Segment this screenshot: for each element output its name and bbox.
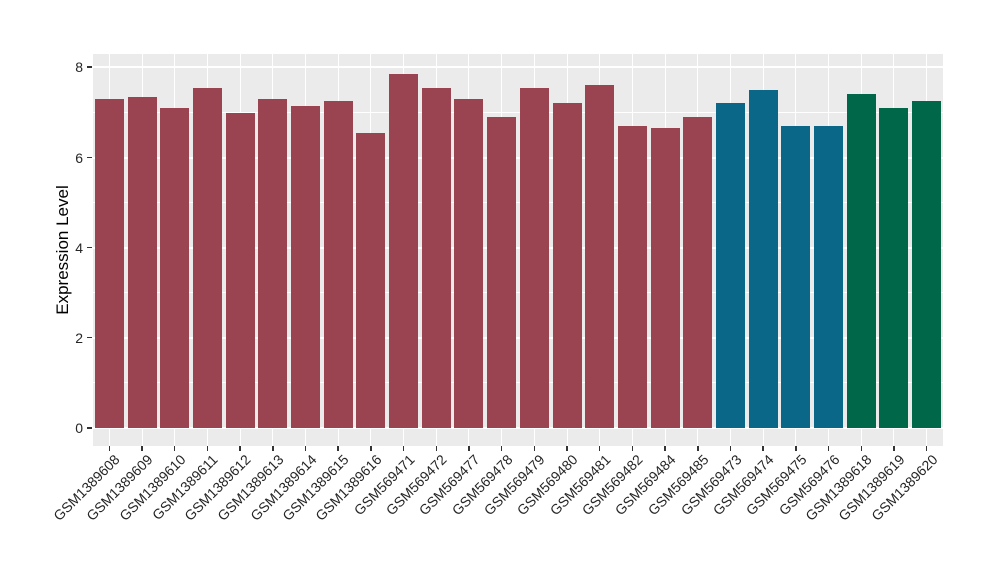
x-tick-mark xyxy=(697,446,699,451)
x-tick-mark xyxy=(664,446,666,451)
bar xyxy=(487,117,517,428)
bar xyxy=(617,126,647,428)
minor-gridline xyxy=(93,382,943,384)
x-tick-mark xyxy=(337,446,339,451)
x-tick-mark xyxy=(108,446,111,451)
bar xyxy=(683,117,713,428)
bar xyxy=(389,74,419,428)
x-tick-mark xyxy=(141,446,143,451)
y-tick-label: 8 xyxy=(75,59,83,76)
y-tick-mark xyxy=(87,246,92,249)
x-tick-mark xyxy=(631,446,634,451)
x-tick-mark xyxy=(827,446,830,451)
bar xyxy=(291,105,320,428)
x-tick-mark xyxy=(468,446,470,451)
bar xyxy=(192,87,222,428)
bar xyxy=(650,128,680,428)
x-tick-mark xyxy=(795,446,797,451)
bar xyxy=(846,94,876,428)
minor-gridline xyxy=(93,112,943,113)
bar xyxy=(323,101,353,428)
bar xyxy=(748,89,778,428)
bar xyxy=(225,112,255,428)
major-gridline xyxy=(93,336,943,339)
bar xyxy=(552,103,582,428)
minor-gridline xyxy=(93,292,943,294)
y-tick-label: 2 xyxy=(75,329,83,346)
bar xyxy=(781,126,811,428)
x-tick-mark xyxy=(272,446,274,451)
x-tick-mark xyxy=(533,446,536,451)
x-tick-mark xyxy=(762,446,764,451)
bar xyxy=(160,108,190,428)
major-gridline xyxy=(93,156,943,159)
y-tick-mark xyxy=(87,336,92,339)
bar xyxy=(519,87,549,428)
bar xyxy=(814,126,844,428)
x-tick-mark xyxy=(370,446,372,451)
x-tick-mark xyxy=(304,446,307,451)
x-tick-mark xyxy=(435,446,438,451)
bar xyxy=(716,103,745,428)
minor-gridline xyxy=(93,202,943,204)
x-tick-mark xyxy=(173,446,176,451)
x-tick-mark xyxy=(500,446,503,451)
x-tick-mark xyxy=(402,446,405,451)
x-tick-mark xyxy=(729,446,732,451)
bar xyxy=(912,101,942,428)
x-tick-mark xyxy=(598,446,601,451)
bar xyxy=(421,87,451,428)
bar xyxy=(454,98,484,428)
bar xyxy=(258,98,288,428)
x-tick-mark xyxy=(860,446,863,451)
bar xyxy=(356,132,386,428)
y-tick-mark xyxy=(87,427,92,429)
major-gridline xyxy=(93,427,943,429)
y-tick-mark xyxy=(87,66,92,68)
y-tick-label: 6 xyxy=(75,149,83,166)
bar xyxy=(94,98,124,428)
x-tick-mark xyxy=(206,446,209,451)
major-gridline xyxy=(93,246,943,249)
x-tick-mark xyxy=(925,446,928,451)
bar xyxy=(127,96,157,428)
x-tick-mark xyxy=(239,446,241,451)
bar xyxy=(585,85,615,428)
x-tick-mark xyxy=(893,446,895,451)
y-tick-mark xyxy=(87,156,92,159)
major-gridline xyxy=(93,66,943,69)
y-tick-label: 4 xyxy=(75,239,83,256)
y-tick-label: 0 xyxy=(75,420,83,436)
bar xyxy=(879,108,909,428)
x-tick-mark xyxy=(566,446,568,451)
